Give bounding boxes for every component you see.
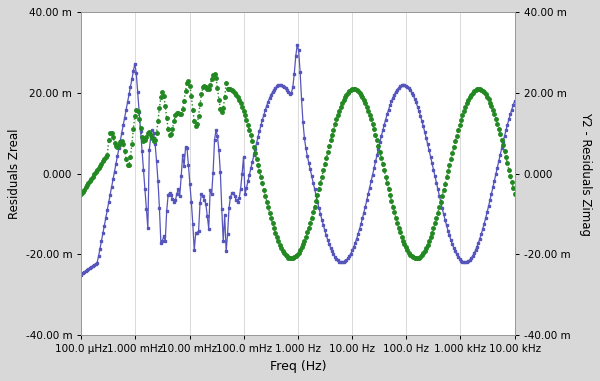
Y-axis label: Residuals Zreal: Residuals Zreal [8,128,22,219]
Y-axis label: Y2 - Residuals Zimag: Y2 - Residuals Zimag [578,112,592,236]
X-axis label: Freq (Hz): Freq (Hz) [269,360,326,373]
